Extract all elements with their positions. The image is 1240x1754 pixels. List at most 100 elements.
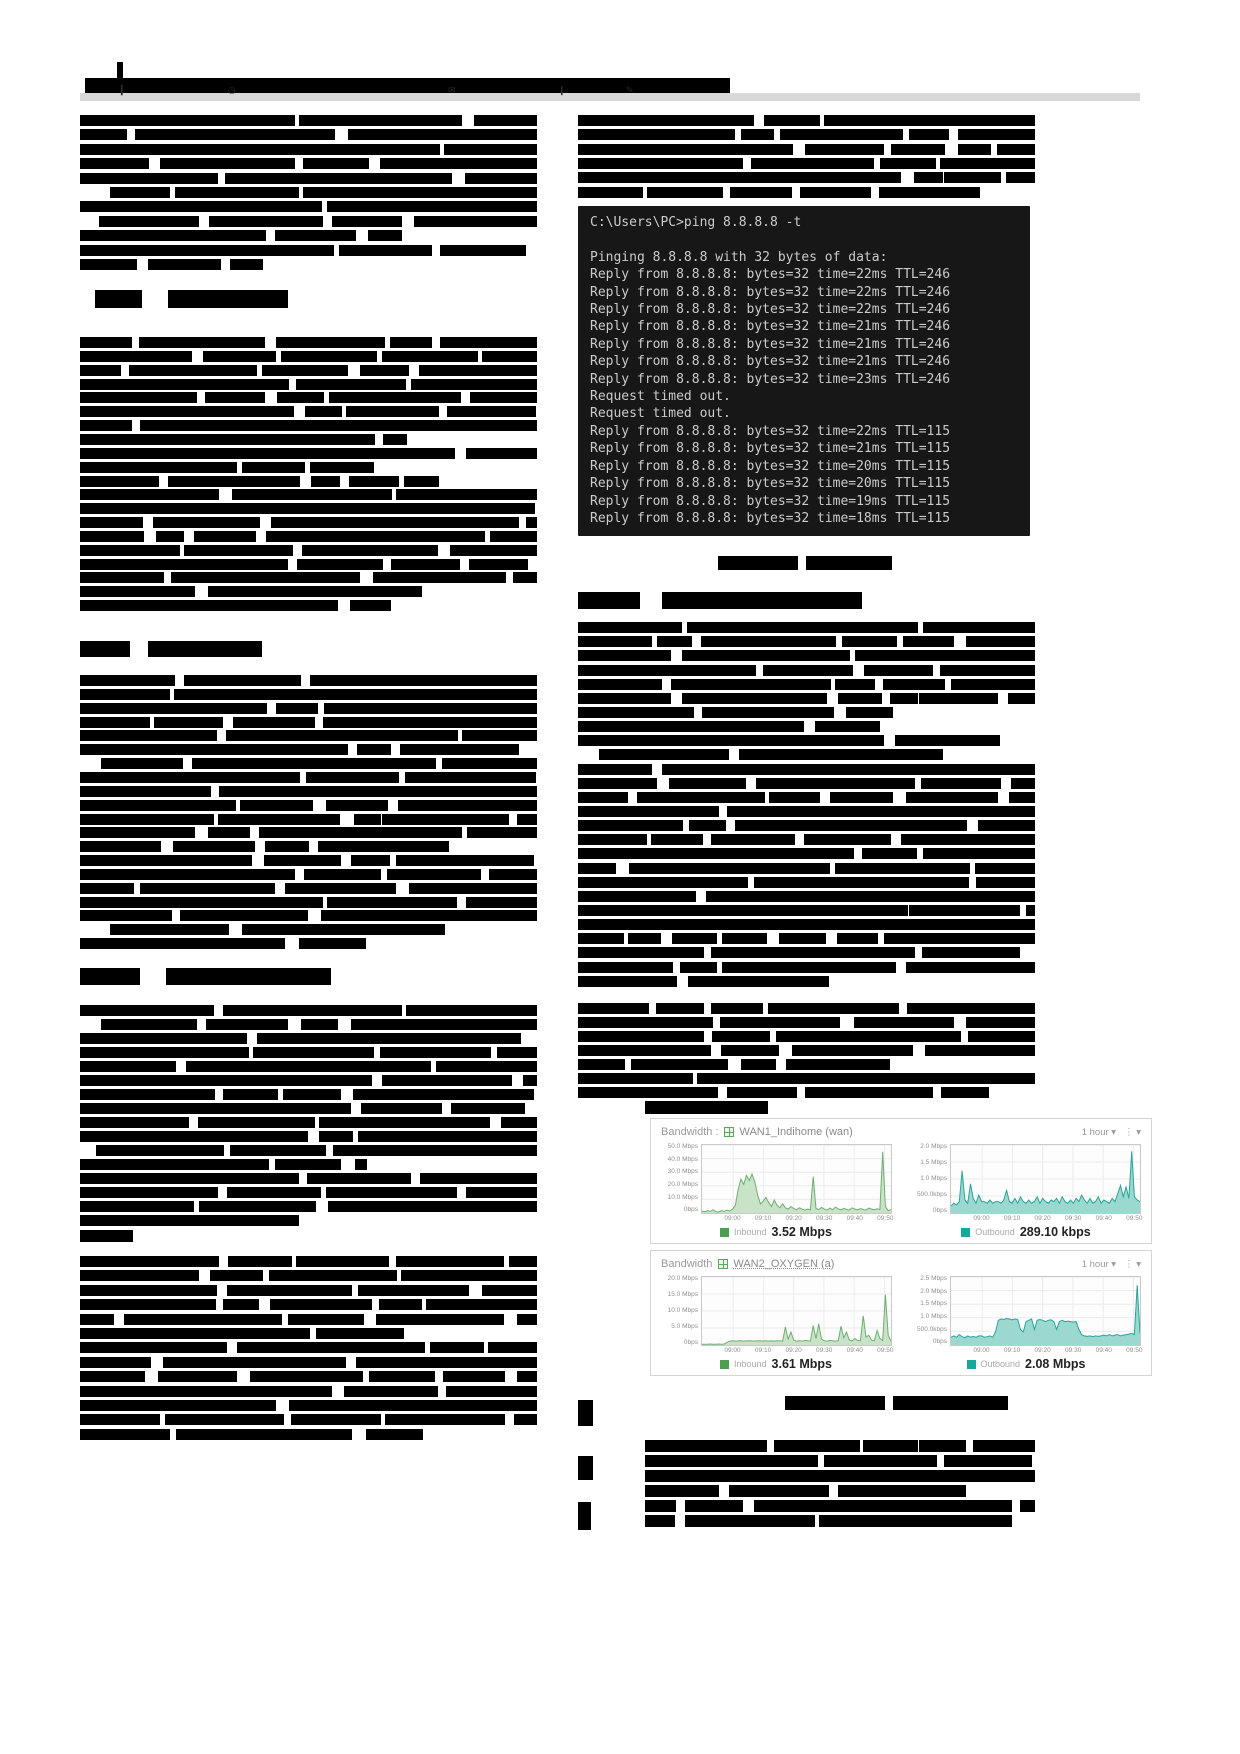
redacted-text [645,1455,705,1467]
redacted-text [351,1019,425,1030]
redacted-text [436,503,535,515]
redacted-text [463,129,526,141]
redacted-text [838,692,883,704]
redacted-line [80,489,537,501]
redacted-text [653,172,777,184]
redacted-text [80,785,145,797]
interface-link[interactable]: WAN1_Indihome (wan) [739,1126,853,1138]
bandwidth-widget-wan1: Bandwidth : WAN1_Indihome (wan) 1 hour ▾… [650,1118,1152,1244]
redacted-text [890,1031,961,1042]
redacted-text [323,702,409,714]
redacted-text [489,855,535,866]
redacted-text [923,848,1035,860]
redacted-text [578,905,669,916]
redacted-text [123,143,189,155]
redacted-text [880,157,937,169]
redacted-text [578,763,653,775]
redacted-text [940,1087,990,1098]
legend-swatch [966,1359,976,1369]
time-range-dropdown[interactable]: 1 hour ▾ [1081,1258,1117,1270]
redacted-text [482,1284,537,1296]
time-range-dropdown[interactable]: 1 hour ▾ [1081,1126,1117,1138]
redacted-text [853,1017,954,1028]
redacted-text [265,530,295,542]
redacted-text [181,772,301,783]
redacted-text [369,1371,436,1383]
redacted-line [80,420,537,432]
redacted-text [80,799,131,811]
redacted-text [80,1270,200,1282]
redacted-text [645,1470,706,1482]
redacted-text [80,702,147,714]
redacted-line [80,143,537,155]
redacted-text [156,530,184,542]
chart-plot-area[interactable] [701,1144,892,1214]
widget-title: Bandwidth : [661,1126,719,1138]
redacted-text [940,157,1035,169]
redacted-text [300,1019,338,1030]
redacted-text [400,1270,466,1282]
redacted-text [682,692,768,704]
redacted-text [80,475,130,487]
pencil-icon[interactable]: ✎ [626,85,634,95]
redacted-text [155,489,192,501]
redacted-text [930,862,970,874]
redacted-line [80,1159,537,1170]
interface-link[interactable]: WAN2_OXYGEN (a) [733,1258,835,1270]
chart-plot-area[interactable] [950,1276,1141,1346]
redacted-text [284,882,396,894]
redacted-text [386,868,482,880]
cursor-icon[interactable]: ▎ [121,85,128,95]
chart-plot-area[interactable] [701,1276,892,1346]
redacted-text [139,337,266,348]
redacted-text [578,678,663,690]
redacted-text [353,813,382,825]
redacted-text [80,1173,193,1184]
x-axis-tick-label: 09:10 [754,1215,772,1222]
redacted-text [162,1356,274,1368]
redacted-text [209,1270,264,1282]
y-axis-tick-label: 2.5 Mbps [920,1275,947,1282]
redacted-text [189,1328,310,1339]
redacted-text [818,1515,846,1527]
redacted-text [164,378,289,390]
redacted-text [578,129,623,141]
redacted-text [367,1187,458,1198]
redacted-text [779,129,856,141]
redacted-text [276,702,318,714]
redacted-text [274,230,357,242]
redacted-text [80,337,133,348]
redacted-text [174,688,232,700]
clock-icon[interactable]: ◷ [228,85,236,95]
redacted-text [632,947,705,959]
envelope-icon[interactable]: ✉ [448,85,456,95]
bookmark-icon[interactable]: ❙ [558,85,566,95]
redacted-text [797,890,835,902]
redacted-text [804,622,919,633]
chart-plot-area[interactable] [950,1144,1141,1214]
redacted-line [80,1313,537,1325]
redacted-text [396,489,488,501]
redacted-text [763,664,853,676]
redacted-text [651,834,704,846]
redacted-text [976,876,1035,888]
widget-menu-button[interactable]: ⋮ ▾ [1124,1126,1141,1138]
redacted-line [80,896,537,908]
redacted-text [769,791,820,803]
redacted-line [578,975,1035,987]
redacted-text [196,420,272,432]
redacted-text [205,1019,288,1030]
redacted-text [275,337,385,348]
redacted-text [862,848,918,860]
redacted-text [229,1145,327,1156]
redacted-text [299,115,385,126]
redacted-text [427,1047,492,1058]
redacted-text [938,890,1035,902]
redacted-text [688,735,815,747]
widget-menu-button[interactable]: ⋮ ▾ [1124,1258,1141,1270]
x-axis-tick-label: 09:10 [754,1347,772,1354]
redacted-text [928,933,1035,945]
terminal-output: C:\Users\PC>ping 8.8.8.8 -t Pinging 8.8.… [590,215,951,526]
redacted-text [404,475,440,487]
redacted-text [80,1215,141,1226]
